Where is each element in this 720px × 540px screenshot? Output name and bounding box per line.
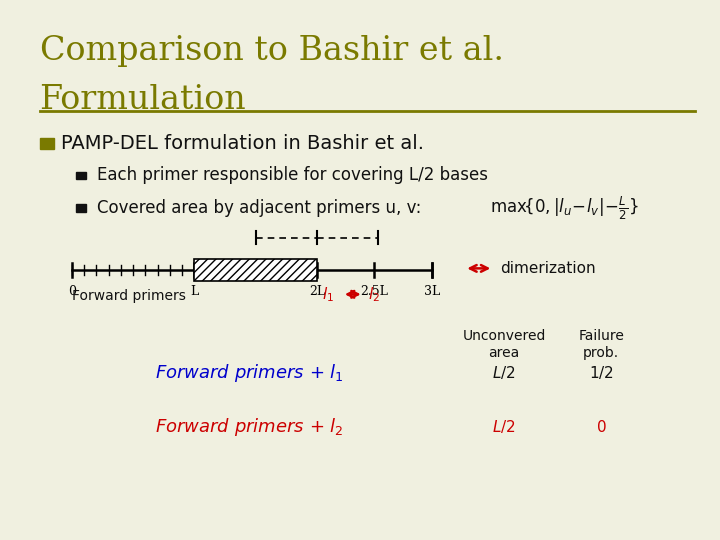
Text: $1/2$: $1/2$: [589, 364, 613, 381]
Text: Unconvered
area: Unconvered area: [462, 329, 546, 360]
Text: Failure
prob.: Failure prob.: [578, 329, 624, 360]
Bar: [76, 204, 86, 212]
Bar: [76, 172, 86, 179]
Text: $l_1$: $l_1$: [322, 285, 333, 303]
Text: $L/2$: $L/2$: [492, 418, 516, 435]
Text: 0: 0: [68, 285, 76, 298]
Text: Formulation: Formulation: [40, 84, 246, 116]
Text: Covered area by adjacent primers u, v:: Covered area by adjacent primers u, v:: [97, 199, 422, 217]
Bar: [40, 138, 54, 148]
Text: 2.5L: 2.5L: [361, 285, 388, 298]
Text: Each primer responsible for covering L/2 bases: Each primer responsible for covering L/2…: [97, 166, 488, 185]
Text: dimerization: dimerization: [500, 261, 596, 276]
Text: $L/2$: $L/2$: [492, 364, 516, 381]
Text: PAMP-DEL formulation in Bashir et al.: PAMP-DEL formulation in Bashir et al.: [61, 133, 424, 153]
Text: L: L: [190, 285, 199, 298]
Text: $l_2$: $l_2$: [369, 285, 380, 303]
Text: 2L: 2L: [309, 285, 325, 298]
Text: Forward primers $+\ l_1$: Forward primers $+\ l_1$: [155, 362, 343, 383]
Text: $\max\!\{0,|l_u\!-\!l_v|\!-\!\frac{L}{2}\}$: $\max\!\{0,|l_u\!-\!l_v|\!-\!\frac{L}{2}…: [490, 194, 639, 221]
Text: 3L: 3L: [424, 285, 440, 298]
Text: Comparison to Bashir et al.: Comparison to Bashir et al.: [40, 35, 503, 67]
Text: $0$: $0$: [596, 418, 606, 435]
Bar: [194, 259, 317, 281]
Text: Forward primers $+\ l_2$: Forward primers $+\ l_2$: [155, 416, 343, 437]
Text: Forward primers: Forward primers: [72, 289, 186, 303]
